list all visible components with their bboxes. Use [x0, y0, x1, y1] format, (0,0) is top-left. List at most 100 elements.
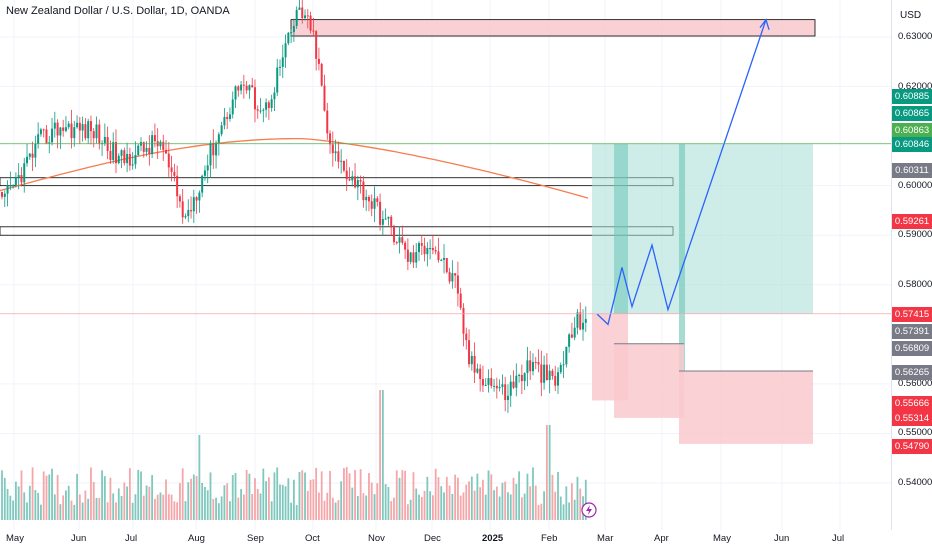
volume-bar	[162, 494, 165, 520]
candle-body	[287, 32, 290, 44]
candle-body	[48, 142, 51, 144]
volume-bar	[156, 494, 159, 520]
candle-body	[14, 176, 17, 186]
candle-body	[356, 180, 359, 188]
candle-body	[195, 197, 198, 201]
candle-body	[468, 340, 471, 365]
candle-body	[317, 58, 320, 64]
volume-bar	[423, 490, 426, 520]
volume-bar	[81, 502, 84, 520]
price-badge: 0.55314	[892, 411, 932, 426]
volume-bar	[415, 488, 418, 520]
candle-body	[251, 85, 254, 88]
volume-bar	[520, 497, 523, 520]
volume-bar	[557, 471, 559, 520]
volume-bar	[45, 475, 48, 520]
volume-bar	[201, 482, 204, 520]
volume-bar	[306, 490, 309, 520]
candle-body	[315, 31, 318, 59]
volume-bar	[229, 501, 231, 520]
candle-body	[337, 151, 340, 162]
candle-body	[181, 201, 184, 218]
volume-bar	[507, 492, 509, 520]
candle-body	[359, 180, 362, 182]
volume-bar	[445, 476, 448, 520]
candle-body	[470, 355, 473, 365]
candle-body	[81, 124, 84, 131]
candle-body	[103, 137, 106, 144]
candle-body	[126, 153, 129, 164]
candle-body	[540, 364, 543, 383]
volume-bar	[448, 485, 451, 520]
price-badge: 0.60885	[892, 89, 932, 104]
candle-body	[306, 15, 309, 17]
volume-bar	[426, 476, 429, 520]
candle-body	[248, 85, 251, 91]
volume-bar	[206, 490, 209, 520]
price-axis-tick: 0.59000	[898, 229, 932, 241]
volume-bar	[173, 501, 176, 520]
volume-bar	[370, 482, 373, 520]
volume-bar	[379, 390, 381, 520]
candle-body	[562, 364, 565, 366]
volume-bar	[470, 476, 473, 520]
candle-body	[123, 150, 126, 164]
candle-body	[345, 170, 348, 180]
volume-bar	[529, 486, 532, 520]
volume-bar	[159, 492, 162, 520]
volume-bar	[95, 497, 98, 520]
candle-body	[184, 216, 187, 218]
lightning-icon[interactable]	[581, 502, 597, 518]
candle-body	[506, 395, 509, 401]
candle-body	[342, 160, 345, 171]
candle-body	[6, 185, 9, 194]
candle-body	[128, 153, 131, 166]
volume-bar	[242, 494, 245, 520]
candle-body	[209, 142, 212, 166]
volume-bar	[240, 489, 242, 520]
candle-body	[112, 142, 115, 160]
candle-body	[217, 134, 220, 143]
volume-bar	[23, 492, 26, 520]
volume-bar	[534, 485, 537, 520]
candle-body	[392, 227, 395, 243]
candle-body	[34, 143, 37, 158]
time-axis-tick: Sep	[247, 533, 264, 544]
volume-bar	[37, 492, 40, 520]
candle-body	[234, 86, 237, 100]
candle-body	[576, 312, 579, 328]
volume-bar	[220, 496, 223, 520]
candle-body	[295, 9, 298, 26]
currency-label[interactable]: USD	[900, 10, 922, 21]
volume-bar	[20, 470, 23, 520]
candle-body	[445, 257, 448, 273]
volume-bar	[78, 494, 81, 520]
volume-bar	[498, 496, 501, 520]
volume-bar	[76, 473, 78, 520]
candle-body	[551, 370, 554, 377]
candle-body	[89, 121, 92, 132]
candle-body	[256, 109, 259, 111]
volume-bar	[6, 488, 9, 520]
price-axis-tick: 0.58000	[898, 278, 932, 290]
volume-bar	[465, 484, 468, 520]
candle-body	[1, 191, 3, 197]
candle-body	[459, 293, 462, 308]
volume-bar	[184, 501, 187, 520]
price-badge: 0.60863	[892, 123, 932, 138]
volume-bar	[559, 496, 562, 520]
candle-body	[331, 144, 334, 154]
candle-body	[114, 142, 117, 164]
resistance-zone	[290, 19, 816, 37]
candle-body	[45, 129, 48, 144]
volume-bar	[256, 489, 259, 520]
price-badge: 0.54790	[892, 439, 932, 454]
volume-bar	[476, 473, 479, 520]
candle-body	[462, 307, 465, 334]
volume-bar	[398, 477, 401, 520]
candle-body	[242, 84, 245, 86]
volume-bar	[381, 390, 384, 520]
chart-title: New Zealand Dollar / U.S. Dollar, 1D, OA…	[6, 5, 230, 17]
volume-bar	[234, 473, 237, 520]
